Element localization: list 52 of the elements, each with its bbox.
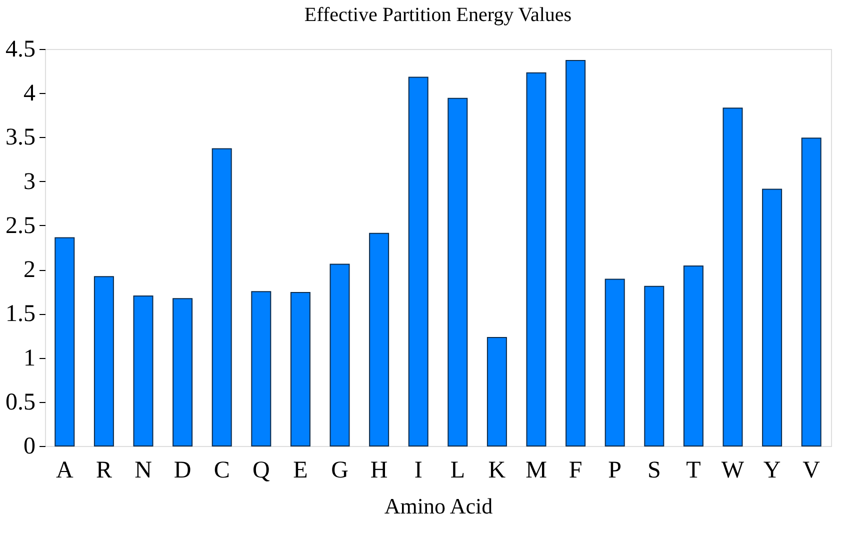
bar	[408, 76, 428, 446]
bar	[644, 286, 664, 446]
y-tick-label: 0	[24, 434, 36, 460]
x-tick-label: N	[134, 458, 152, 484]
y-tick-label: 4	[24, 80, 36, 107]
y-tick-label: 3.5	[6, 124, 36, 151]
x-tick-label: S	[647, 458, 661, 484]
x-tick-label: H	[370, 458, 388, 484]
x-tick-label: C	[214, 458, 230, 484]
bar	[683, 266, 704, 446]
x-tick-label: E	[293, 458, 308, 484]
bar	[94, 276, 114, 446]
x-tick-label: I	[414, 458, 422, 484]
y-tick-label: 2	[24, 257, 36, 284]
y-tick-label: 2.5	[6, 212, 36, 239]
x-tick-label: W	[721, 458, 744, 484]
bar	[172, 298, 193, 446]
bar	[133, 296, 154, 446]
x-tick-label: A	[56, 458, 74, 484]
y-tick-label: 1.5	[6, 301, 36, 328]
x-tick-label: G	[331, 458, 348, 484]
x-tick-label: D	[174, 458, 192, 484]
bar	[330, 264, 350, 446]
bar	[212, 148, 232, 446]
bar	[448, 98, 468, 446]
bar	[251, 291, 272, 446]
bar	[369, 232, 390, 446]
x-tick-label: L	[450, 458, 465, 484]
x-tick-label: P	[608, 458, 622, 484]
chart-title: Effective Partition Energy Values	[304, 4, 572, 26]
bar	[604, 278, 625, 446]
y-tick-label: 3	[24, 168, 36, 195]
bar	[486, 336, 507, 446]
x-tick-label: M	[526, 458, 547, 484]
y-tick-label: 0.5	[6, 389, 36, 416]
bar	[566, 60, 586, 446]
y-tick-label: 1	[24, 345, 36, 372]
bar	[722, 108, 743, 446]
bar	[526, 72, 546, 446]
x-tick-label: V	[802, 458, 821, 484]
x-tick-label: T	[686, 458, 702, 484]
y-tick-label: 4.5	[6, 36, 36, 62]
x-axis-title: Amino Acid	[384, 494, 493, 518]
bar	[54, 237, 75, 446]
bar	[762, 188, 782, 446]
x-tick-label: K	[488, 458, 506, 484]
x-tick-label: Y	[763, 458, 781, 484]
x-tick-label: F	[568, 458, 582, 484]
x-tick-label: R	[96, 458, 112, 484]
x-tick-label: Q	[252, 458, 270, 484]
bar	[290, 292, 310, 446]
bar	[801, 138, 822, 446]
